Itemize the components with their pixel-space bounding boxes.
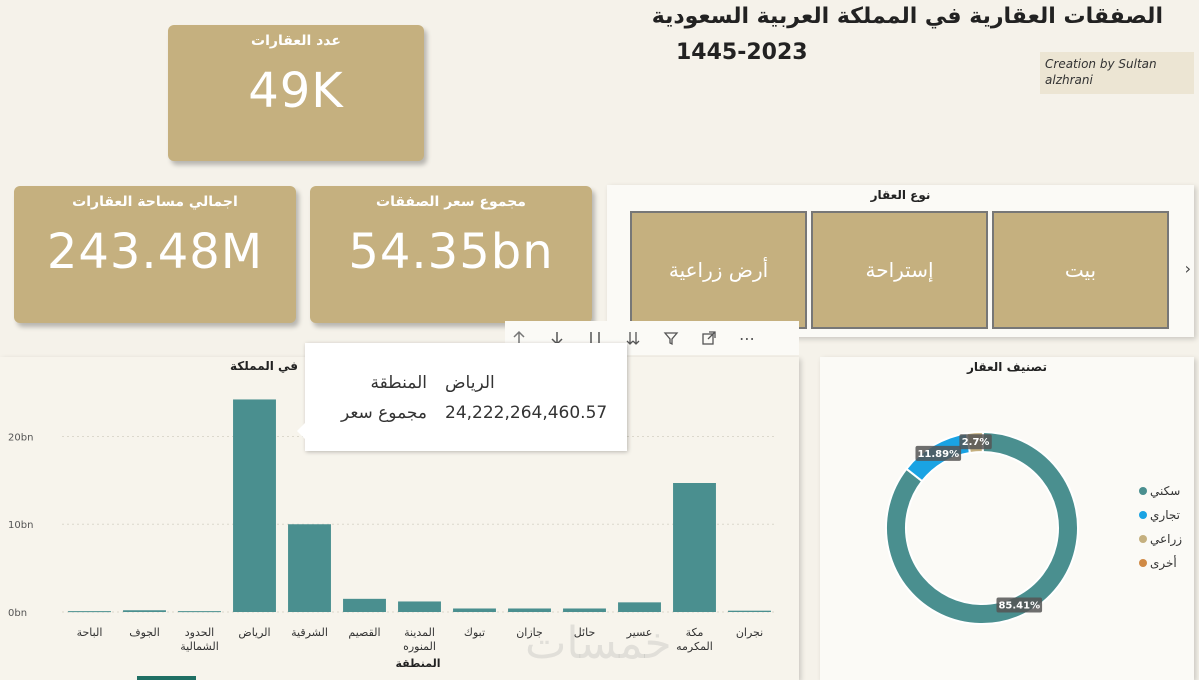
kpi-area-value: 243.48M <box>46 224 264 280</box>
slicer-item-house[interactable]: بيت <box>992 211 1169 329</box>
bar-5[interactable] <box>453 608 496 612</box>
bar-ytick-label: 0bn <box>8 608 27 619</box>
kpi-count-label: عدد العقارات <box>251 33 341 49</box>
chart-tooltip: المنطقة الرياض مجموع سعر 24,222,264,460.… <box>297 343 627 451</box>
creator-note: Creation by Sultan alzhrani <box>1040 52 1194 94</box>
donut-chart-title: تصنيف العقار <box>966 360 1048 374</box>
donut-label-bg <box>996 597 1043 613</box>
donut-slice-0[interactable] <box>885 430 1079 625</box>
legend-swatch <box>1139 559 1147 567</box>
bar-xtick-label: نجران <box>736 626 763 639</box>
legend-item[interactable]: سكني <box>1150 484 1180 498</box>
legend-swatch <box>1139 511 1147 519</box>
kpi-card-count: عدد العقارات 49K <box>168 25 424 161</box>
bar-xtick-label: جازان <box>516 626 543 639</box>
focus-mode-icon[interactable] <box>695 325 723 351</box>
slicer-item-rest-house[interactable]: إستراحة <box>811 211 988 329</box>
bar-7[interactable] <box>343 598 386 612</box>
bar-xtick-label: عسير <box>626 626 653 639</box>
bar-0[interactable] <box>728 610 771 612</box>
tooltip-sum-label: مجموع سعر <box>340 403 427 423</box>
kpi-price-label: مجموع سعر الصفقات <box>376 194 526 210</box>
legend-swatch <box>1139 535 1147 543</box>
donut-label-bg <box>915 445 962 461</box>
donut-data-label: 85.41% <box>998 600 1040 611</box>
bar-4[interactable] <box>508 608 551 612</box>
tooltip-region-value: الرياض <box>445 373 495 393</box>
donut-label-bg <box>959 434 992 450</box>
chevron-right-icon[interactable]: › <box>1184 259 1191 278</box>
bar-xtick-label: الحدود <box>185 626 215 639</box>
bar-12[interactable] <box>68 611 111 613</box>
more-options-icon[interactable]: ⋯ <box>739 328 755 348</box>
bar-xtick-label: القصيم <box>348 626 380 639</box>
slicer-title: نوع العقار <box>870 188 931 202</box>
drill-up-icon[interactable] <box>505 325 533 351</box>
bar-xtick-label: الشرقية <box>291 626 328 639</box>
bar-xtick-label: الجوف <box>129 626 160 639</box>
filter-icon[interactable] <box>657 325 685 351</box>
legend-item[interactable]: زراعي <box>1150 532 1182 547</box>
page-tab-indicator <box>137 676 196 680</box>
slicer-item-farmland[interactable]: أرض زراعية <box>630 211 807 329</box>
expand-all-icon[interactable] <box>619 325 647 351</box>
bar-xtick-label: تبوك <box>464 626 485 639</box>
bar-chart-title: في المملكة <box>230 359 299 373</box>
kpi-card-price: مجموع سعر الصفقات 54.35bn <box>310 186 592 323</box>
bar-xtick-label: الباحة <box>77 626 103 639</box>
property-type-slicer: نوع العقار بيت إستراحة أرض زراعية › <box>607 185 1194 337</box>
kpi-count-value: 49K <box>248 63 344 119</box>
legend-item[interactable]: تجاري <box>1150 508 1180 523</box>
bar-10[interactable] <box>178 611 221 613</box>
donut-data-label: 2.7% <box>962 437 990 448</box>
next-level-icon[interactable] <box>581 325 609 351</box>
bar-2[interactable] <box>618 602 661 612</box>
donut-data-label: 11.89% <box>917 449 959 460</box>
bar-xtick-label: الرياض <box>238 626 270 639</box>
kpi-area-label: اجمالي مساحة العقارات <box>72 194 238 210</box>
bar-11[interactable] <box>123 610 166 612</box>
bar-xtick-label: مكة <box>686 626 704 639</box>
property-class-donut-panel: تصنيف العقار 85.41% 11.89% 2.7% سكني تجاري ز… <box>820 357 1194 680</box>
bar-xtick-label: الشمالية <box>180 640 219 653</box>
tooltip-sum-value: 24,222,264,460.57 <box>445 403 608 423</box>
bar-6[interactable] <box>398 601 441 612</box>
kpi-price-value: 54.35bn <box>348 224 554 280</box>
legend-item[interactable]: أخرى <box>1150 555 1177 571</box>
bar-8[interactable] <box>288 524 331 612</box>
bar-3[interactable] <box>563 608 606 612</box>
tooltip-region-label: المنطقة <box>370 373 427 393</box>
bar-xaxis-title: المنطقة <box>395 657 440 670</box>
bar-xtick-label: المكرمه <box>676 640 713 653</box>
bar-xtick-label: حائل <box>574 626 596 639</box>
dashboard-years: 1445-2023 <box>676 40 808 65</box>
bar-xtick-label: المدينة <box>404 626 435 639</box>
bar-9[interactable] <box>233 399 276 612</box>
bar-1[interactable] <box>673 483 716 612</box>
legend-swatch <box>1139 487 1147 495</box>
dashboard-title: الصفقات العقارية في المملكة العربية السع… <box>651 4 1163 29</box>
bar-ytick-label: 10bn <box>8 520 33 531</box>
bar-ytick-label: 20bn <box>8 432 33 443</box>
kpi-card-area: اجمالي مساحة العقارات 243.48M <box>14 186 296 323</box>
bar-xtick-label: المنوره <box>403 640 436 653</box>
property-class-donut-chart: 85.41% 11.89%2.7% سكني تجاري زراعي أخرى <box>885 430 1182 625</box>
